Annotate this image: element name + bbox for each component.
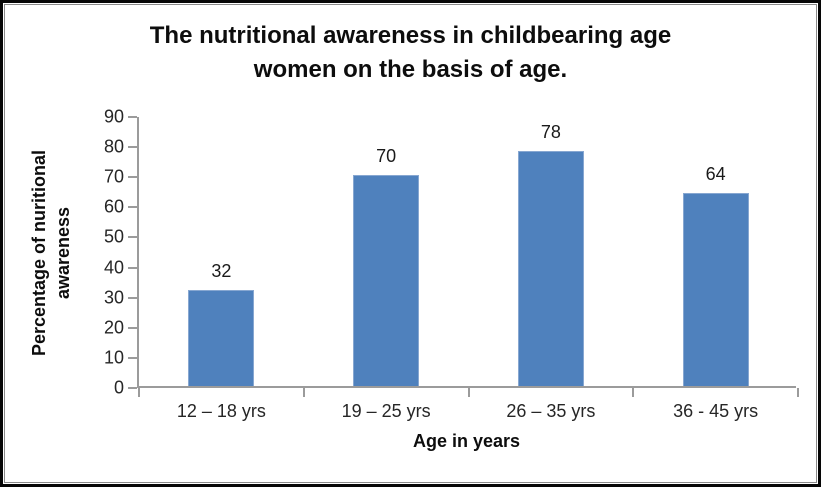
x-axis-tick-mark	[302, 388, 305, 397]
y-axis-tick-label: 60	[103, 196, 124, 217]
y-axis-tick-mark	[128, 356, 137, 359]
y-axis-tick-mark	[128, 387, 137, 389]
x-axis-category-label: 12 – 18 yrs	[176, 401, 266, 421]
bar	[188, 289, 255, 386]
y-axis-tick-label: 90	[103, 106, 124, 127]
bar-value-label: 32	[211, 260, 232, 281]
bar-value-label: 70	[376, 146, 397, 167]
x-axis-tick-mark	[797, 388, 799, 397]
x-axis-category-label: 26 – 35 yrs	[506, 401, 596, 421]
y-axis-tick-label: 0	[113, 377, 124, 398]
y-axis-tick-label: 40	[103, 257, 124, 278]
bar	[353, 175, 420, 386]
plot-area: 0 10 20 30 40 50 60 70 80 90 32 12 – 18 yrs 70 19 – 2…	[104, 107, 799, 421]
y-axis-tick-mark	[128, 236, 137, 239]
y-axis-tick-label: 50	[103, 226, 124, 247]
bar-value-label: 78	[540, 122, 561, 143]
y-axis-tick-mark	[128, 206, 137, 209]
bar	[682, 193, 749, 386]
y-axis-title-line-2: awareness	[53, 206, 73, 299]
chart-title-line-2: women on the basis of age.	[253, 56, 568, 83]
x-axis-tick-mark	[467, 388, 470, 397]
y-axis-tick-label: 20	[103, 317, 124, 338]
x-axis-tick-mark	[138, 388, 140, 397]
chart-title: The nutritional awareness in childbearin…	[3, 19, 818, 87]
y-axis-tick-mark	[128, 146, 137, 149]
y-axis-tick-label: 10	[103, 347, 124, 368]
y-axis-tick-mark	[128, 326, 137, 329]
y-axis-title: Percentage of nuritional awareness	[27, 117, 79, 388]
y-axis-tick-mark	[128, 266, 137, 269]
y-axis-title-line-1: Percentage of nuritional	[29, 149, 49, 356]
x-axis-category-label: 36 - 45 yrs	[673, 401, 759, 421]
x-axis-tick-mark	[632, 388, 635, 397]
y-axis-tick-mark	[128, 176, 137, 179]
bar	[517, 151, 584, 386]
y-axis-tick-label: 80	[103, 136, 124, 157]
y-axis-tick-label: 30	[103, 287, 124, 308]
bar-value-label: 64	[705, 164, 726, 185]
x-axis-title: Age in years	[412, 431, 521, 451]
chart-title-line-1: The nutritional awareness in childbearin…	[149, 22, 672, 49]
y-axis-tick-mark	[128, 296, 137, 299]
y-axis-tick-label: 70	[103, 166, 124, 187]
y-axis-tick-mark	[128, 116, 137, 118]
x-axis-category-label: 19 – 25 yrs	[341, 401, 431, 421]
